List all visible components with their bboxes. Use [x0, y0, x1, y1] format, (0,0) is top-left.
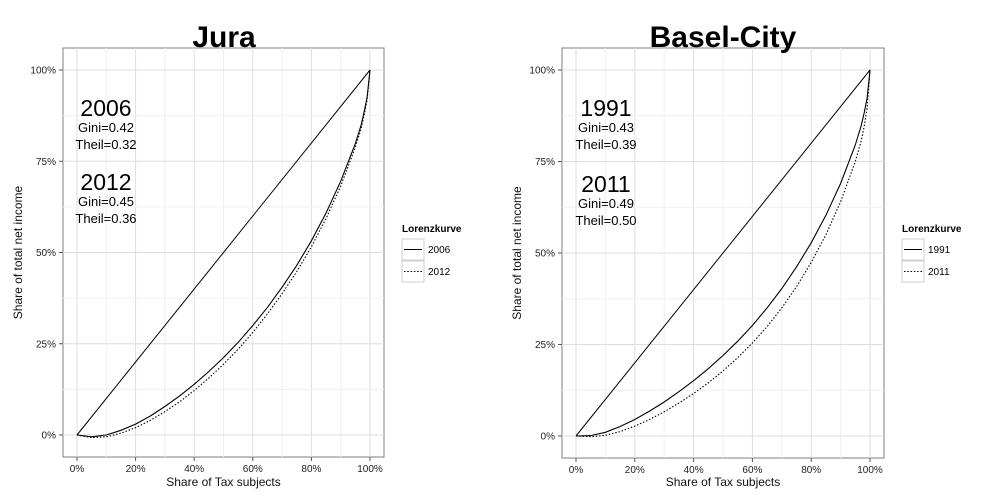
x-tick-label: 100%: [857, 465, 883, 476]
lorenz-curve-2011: [575, 69, 871, 438]
legend-1: Lorenzkurve 2006 2012: [401, 224, 462, 283]
y-tick-label: 0%: [42, 431, 57, 442]
y-tick-label: 50%: [535, 249, 555, 260]
y-tick-label: 100%: [529, 66, 555, 77]
y-axis-label: Share of total net income: [510, 186, 524, 320]
gridlines: [562, 48, 884, 458]
annotation-stat: Theil=0.39: [575, 137, 636, 152]
legend-title: Lorenzkurve: [902, 224, 962, 235]
legend-title: Lorenzkurve: [402, 224, 462, 235]
x-tick-label: 40%: [684, 465, 704, 476]
x-tick-label: 60%: [742, 465, 762, 476]
x-tick-label: 80%: [801, 465, 821, 476]
y-tick-label: 100%: [30, 66, 56, 77]
annotation-stat: Gini=0.45: [78, 194, 134, 209]
annotation-stat: Theil=0.50: [575, 213, 636, 228]
x-tick-label: 40%: [184, 464, 204, 475]
legend-key-box: [901, 260, 925, 283]
annotation-stat: Gini=0.43: [578, 120, 634, 135]
legend-label: 2012: [428, 267, 451, 278]
y-tick-label: 25%: [36, 339, 56, 350]
legend-2: Lorenzkurve 1991 2011: [901, 224, 962, 283]
annotation-year: 2011: [581, 171, 630, 197]
x-tick-label: 0%: [70, 464, 85, 475]
annotation-stat: Theil=0.32: [75, 137, 136, 152]
legend-label: 2006: [428, 245, 451, 256]
equality-line: [575, 69, 871, 437]
annotation-year: 2006: [80, 95, 131, 121]
x-tick-label: 20%: [126, 464, 146, 475]
lorenz-curve-2006: [76, 69, 371, 438]
chart-panel-1: 0% 20% 40% 60% 80% 100% 0% 25% 50% 75% 100% Share o…: [11, 21, 385, 489]
equality-line: [76, 69, 371, 436]
y-tick-label: 25%: [535, 340, 555, 351]
legend-label: 1991: [928, 245, 951, 256]
y-tick-label: 50%: [36, 248, 56, 259]
annotation-year: 2012: [80, 169, 131, 195]
legend-label: 2011: [928, 267, 950, 278]
lorenz-curve-2012: [76, 69, 371, 439]
annotation-stat: Gini=0.42: [78, 120, 134, 135]
x-tick-label: 20%: [625, 465, 645, 476]
lorenz-curve-1991: [575, 69, 871, 437]
x-axis-label: Share of Tax subjects: [166, 475, 281, 489]
x-tick-label: 0%: [569, 465, 584, 476]
chart-title: Jura: [192, 21, 256, 54]
legend-key-box: [401, 260, 425, 283]
x-tick-label: 100%: [357, 464, 383, 475]
x-tick-label: 80%: [301, 464, 321, 475]
y-tick-label: 0%: [541, 432, 556, 443]
annotation-stat: Theil=0.36: [75, 211, 136, 226]
annotation-year: 1991: [580, 95, 631, 121]
chart-title: Basel-City: [650, 21, 797, 54]
y-tick-label: 75%: [36, 157, 56, 168]
x-axis-label: Share of Tax subjects: [666, 475, 781, 489]
annotation-stat: Gini=0.49: [578, 196, 634, 211]
y-tick-label: 75%: [535, 157, 555, 168]
gridlines: [63, 48, 384, 457]
x-tick-label: 60%: [243, 464, 263, 475]
chart-panel-2: 0% 20% 40% 60% 80% 100% 0% 25% 50% 75% 100% Share o…: [510, 21, 885, 489]
y-axis-label: Share of total net income: [11, 185, 25, 319]
